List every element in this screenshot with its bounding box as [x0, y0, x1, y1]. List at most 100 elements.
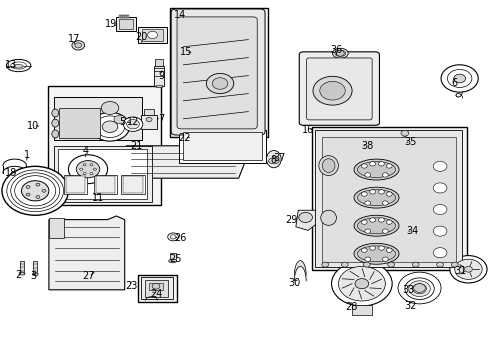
- Circle shape: [319, 81, 345, 100]
- Circle shape: [450, 262, 457, 267]
- Circle shape: [331, 261, 391, 306]
- Text: 30: 30: [287, 278, 300, 288]
- Circle shape: [83, 164, 86, 166]
- Text: 37: 37: [273, 153, 285, 163]
- Circle shape: [369, 218, 375, 222]
- Circle shape: [101, 102, 119, 114]
- Circle shape: [95, 116, 124, 138]
- Circle shape: [356, 138, 368, 147]
- Circle shape: [321, 262, 328, 267]
- Circle shape: [397, 228, 405, 234]
- Circle shape: [83, 172, 86, 175]
- Circle shape: [361, 192, 366, 196]
- Circle shape: [338, 266, 385, 301]
- Bar: [54, 146, 151, 202]
- Circle shape: [397, 272, 440, 304]
- Bar: [156, 85, 162, 87]
- Circle shape: [432, 204, 446, 215]
- Text: 2: 2: [16, 270, 21, 280]
- Circle shape: [386, 192, 391, 196]
- Bar: [149, 283, 163, 290]
- Text: 8: 8: [270, 155, 276, 165]
- Circle shape: [399, 137, 409, 144]
- Circle shape: [298, 212, 312, 222]
- Circle shape: [364, 173, 370, 177]
- Text: 38: 38: [361, 141, 373, 151]
- Bar: [138, 27, 167, 43]
- Bar: [123, 15, 124, 18]
- Circle shape: [90, 112, 129, 141]
- Circle shape: [432, 161, 446, 171]
- Text: 24: 24: [150, 289, 163, 300]
- Circle shape: [378, 190, 384, 194]
- Text: 9: 9: [158, 71, 164, 81]
- Circle shape: [382, 173, 387, 177]
- Text: 14: 14: [173, 10, 186, 20]
- Text: 32: 32: [404, 301, 416, 311]
- Text: 7: 7: [158, 114, 164, 124]
- Text: 12: 12: [126, 117, 139, 127]
- Bar: [351, 305, 371, 315]
- Circle shape: [432, 226, 446, 236]
- Circle shape: [2, 166, 68, 215]
- Text: 1: 1: [24, 150, 30, 160]
- Ellipse shape: [322, 159, 334, 172]
- Ellipse shape: [52, 109, 59, 117]
- Text: 33: 33: [402, 285, 414, 295]
- Circle shape: [76, 161, 100, 178]
- Circle shape: [382, 229, 387, 233]
- Ellipse shape: [353, 243, 398, 264]
- Bar: [96, 176, 115, 193]
- Circle shape: [386, 220, 391, 224]
- Text: 36: 36: [329, 45, 342, 55]
- Bar: [179, 130, 265, 163]
- Circle shape: [361, 164, 366, 168]
- Text: 34: 34: [406, 226, 418, 236]
- Circle shape: [408, 281, 429, 297]
- Circle shape: [386, 248, 391, 252]
- Text: 23: 23: [124, 281, 137, 291]
- Circle shape: [206, 73, 233, 94]
- Bar: [119, 15, 121, 18]
- Text: 18: 18: [4, 168, 17, 178]
- Circle shape: [363, 262, 369, 267]
- Circle shape: [364, 201, 370, 205]
- Text: 11: 11: [91, 193, 104, 203]
- Text: 29: 29: [285, 215, 297, 225]
- Circle shape: [453, 74, 465, 83]
- Text: 25: 25: [168, 254, 181, 264]
- Bar: [399, 136, 409, 145]
- Bar: [65, 176, 85, 193]
- Circle shape: [378, 246, 384, 250]
- Text: 4: 4: [82, 146, 88, 156]
- Circle shape: [102, 121, 118, 132]
- Bar: [321, 137, 455, 262]
- Circle shape: [400, 130, 408, 136]
- Circle shape: [36, 195, 40, 198]
- Bar: [49, 218, 63, 238]
- Circle shape: [361, 220, 366, 224]
- Circle shape: [93, 168, 96, 170]
- Bar: [127, 15, 128, 18]
- Circle shape: [386, 164, 391, 168]
- Ellipse shape: [318, 156, 338, 175]
- Text: 26: 26: [173, 233, 186, 243]
- Circle shape: [7, 170, 63, 212]
- Circle shape: [26, 193, 30, 196]
- Circle shape: [170, 235, 176, 239]
- Ellipse shape: [19, 272, 25, 275]
- Bar: [33, 261, 37, 274]
- Circle shape: [369, 246, 375, 250]
- Bar: [20, 261, 24, 274]
- Circle shape: [378, 218, 384, 222]
- Text: 13: 13: [4, 60, 17, 70]
- Bar: [138, 275, 177, 302]
- FancyBboxPatch shape: [171, 9, 264, 135]
- Circle shape: [364, 229, 370, 233]
- Circle shape: [359, 140, 365, 144]
- Circle shape: [447, 69, 471, 87]
- Bar: [170, 8, 267, 137]
- Circle shape: [21, 181, 49, 201]
- Ellipse shape: [32, 273, 38, 276]
- Bar: [141, 115, 157, 129]
